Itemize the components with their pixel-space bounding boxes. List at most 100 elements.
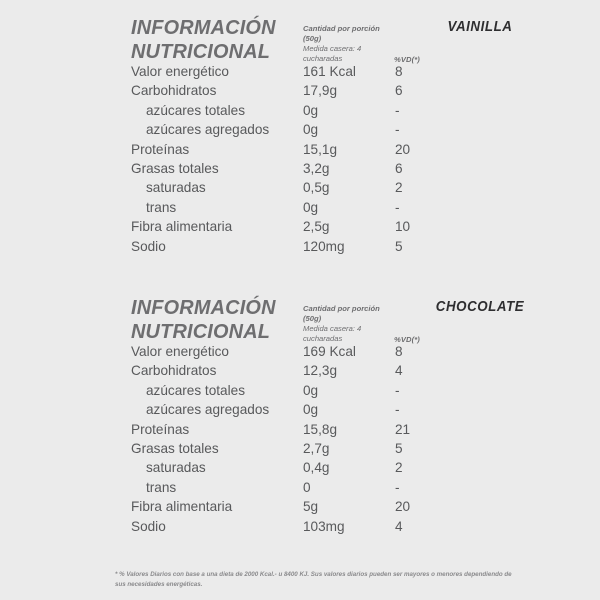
table-row: Carbohidratos 12,3g 4: [0, 363, 600, 382]
table-row: Fibra alimentaria 2,5g 10: [0, 219, 600, 238]
nutrient-daily-value: -: [395, 122, 400, 138]
nutrient-rows: Valor energético 161 Kcal 8 Carbohidrato…: [0, 64, 600, 258]
nutrient-amount: 161 Kcal: [303, 64, 356, 79]
portion-household-label: Medida casera: 4 cucharadas: [303, 44, 362, 64]
page-title-line-2: NUTRICIONAL: [131, 39, 271, 63]
nutrient-label: Carbohidratos: [131, 363, 217, 379]
portion-info: Cantidad por porción (50g) Medida casera…: [303, 24, 395, 64]
nutrient-amount: 0,5g: [303, 180, 330, 196]
nutrient-label: trans: [146, 479, 177, 495]
nutrient-daily-value: -: [395, 382, 400, 398]
table-row: azúcares agregados 0g -: [0, 402, 600, 421]
nutrient-daily-value: 21: [395, 421, 411, 437]
table-row: trans 0g -: [0, 200, 600, 219]
nutrient-daily-value: 4: [395, 363, 403, 379]
nutrient-daily-value: 20: [395, 141, 411, 157]
nutrient-amount: 17,9g: [303, 83, 338, 99]
table-row: Sodio 120mg 5: [0, 239, 600, 258]
table-row: Carbohidratos 17,9g 6: [0, 83, 600, 102]
page-title: INFORMACIÓN NUTRICIONAL: [131, 16, 310, 64]
table-row: Sodio 103mg 4: [0, 519, 600, 538]
daily-values-footnote: * % Valores Diarios con base a una dieta…: [115, 571, 512, 588]
table-row: azúcares totales 0g -: [0, 383, 600, 402]
nutrient-amount: 12,3g: [303, 363, 338, 379]
nutrient-label: azúcares totales: [146, 102, 245, 118]
daily-value-header: %VD(*): [394, 335, 420, 344]
nutrient-amount: 0g: [303, 199, 319, 215]
nutrient-daily-value: 2: [395, 460, 403, 476]
nutrient-amount: 0g: [303, 382, 319, 398]
nutrient-label: azúcares agregados: [146, 122, 270, 138]
nutrient-label: Valor energético: [131, 344, 229, 359]
nutrient-daily-value: 20: [395, 499, 411, 515]
nutrient-rows: Valor energético 169 Kcal 8 Carbohidrato…: [0, 344, 600, 538]
nutrient-daily-value: -: [395, 199, 400, 215]
table-row: Valor energético 169 Kcal 8: [0, 344, 600, 363]
table-row: Proteínas 15,1g 20: [0, 142, 600, 161]
nutrient-daily-value: 10: [395, 219, 411, 235]
nutrient-daily-value: 2: [395, 180, 403, 196]
nutrient-label: Grasas totales: [131, 160, 219, 176]
nutrient-label: saturadas: [146, 460, 206, 476]
page-title-line-2: NUTRICIONAL: [131, 319, 271, 343]
page-title: INFORMACIÓN NUTRICIONAL: [131, 296, 310, 344]
table-header: INFORMACIÓN NUTRICIONAL Cantidad por por…: [0, 280, 600, 344]
nutrient-label: Sodio: [131, 238, 166, 254]
nutrient-amount: 0g: [303, 402, 319, 418]
nutrient-amount: 3,2g: [303, 160, 330, 176]
nutrient-daily-value: -: [395, 479, 400, 495]
nutrient-amount: 169 Kcal: [303, 344, 356, 359]
table-row: trans 0 -: [0, 480, 600, 499]
table-row: saturadas 0,5g 2: [0, 180, 600, 199]
nutrient-label: trans: [146, 199, 177, 215]
nutrient-daily-value: -: [395, 402, 400, 418]
portion-amount-label: Cantidad por porción (50g): [303, 24, 380, 44]
table-row: Grasas totales 2,7g 5: [0, 441, 600, 460]
nutrient-daily-value: 6: [395, 160, 403, 176]
nutrient-amount: 2,5g: [303, 219, 330, 235]
table-row: Valor energético 161 Kcal 8: [0, 64, 600, 83]
nutrient-daily-value: 6: [395, 83, 403, 99]
nutrient-daily-value: 5: [395, 238, 403, 254]
nutrient-amount: 5g: [303, 499, 319, 515]
nutrient-label: saturadas: [146, 180, 206, 196]
flavor-label-chocolate: CHOCOLATE: [435, 299, 525, 315]
nutrition-panel-vainilla: INFORMACIÓN NUTRICIONAL Cantidad por por…: [0, 0, 600, 258]
table-row: azúcares agregados 0g -: [0, 122, 600, 141]
nutrient-label: Valor energético: [131, 64, 229, 79]
nutrient-amount: 2,7g: [303, 440, 330, 456]
nutrient-amount: 15,1g: [303, 141, 338, 157]
daily-value-header: %VD(*): [394, 55, 420, 64]
nutrient-label: Proteínas: [131, 141, 190, 157]
nutrient-amount: 103mg: [303, 518, 345, 534]
nutrient-label: Carbohidratos: [131, 83, 217, 99]
page-title-line-1: INFORMACIÓN: [131, 296, 276, 319]
nutrient-label: Fibra alimentaria: [131, 499, 233, 515]
nutrient-label: Grasas totales: [131, 440, 219, 456]
nutrient-label: Proteínas: [131, 421, 190, 437]
nutrient-amount: 0g: [303, 102, 319, 118]
table-row: Proteínas 15,8g 21: [0, 422, 600, 441]
nutrient-label: Fibra alimentaria: [131, 219, 233, 235]
nutrient-daily-value: 8: [395, 344, 403, 359]
nutrient-daily-value: 5: [395, 440, 403, 456]
page-title-line-1: INFORMACIÓN: [131, 16, 276, 39]
nutrient-daily-value: 4: [395, 518, 403, 534]
table-header: INFORMACIÓN NUTRICIONAL Cantidad por por…: [0, 0, 600, 64]
table-row: Grasas totales 3,2g 6: [0, 161, 600, 180]
nutrient-daily-value: -: [395, 102, 400, 118]
nutrient-amount: 15,8g: [303, 421, 338, 437]
nutrient-amount: 0: [303, 479, 311, 495]
portion-household-label: Medida casera: 4 cucharadas: [303, 324, 362, 344]
nutrient-amount: 0g: [303, 122, 319, 138]
nutrient-daily-value: 8: [395, 64, 403, 79]
portion-info: Cantidad por porción (50g) Medida casera…: [303, 304, 395, 344]
nutrient-label: azúcares totales: [146, 382, 245, 398]
portion-amount-label: Cantidad por porción (50g): [303, 304, 380, 324]
nutrition-panel-chocolate: INFORMACIÓN NUTRICIONAL Cantidad por por…: [0, 280, 600, 538]
nutrient-amount: 120mg: [303, 238, 345, 254]
table-row: Fibra alimentaria 5g 20: [0, 499, 600, 518]
flavor-label-vainilla: VAINILLA: [447, 19, 513, 35]
nutrient-label: Sodio: [131, 518, 166, 534]
table-row: saturadas 0,4g 2: [0, 460, 600, 479]
